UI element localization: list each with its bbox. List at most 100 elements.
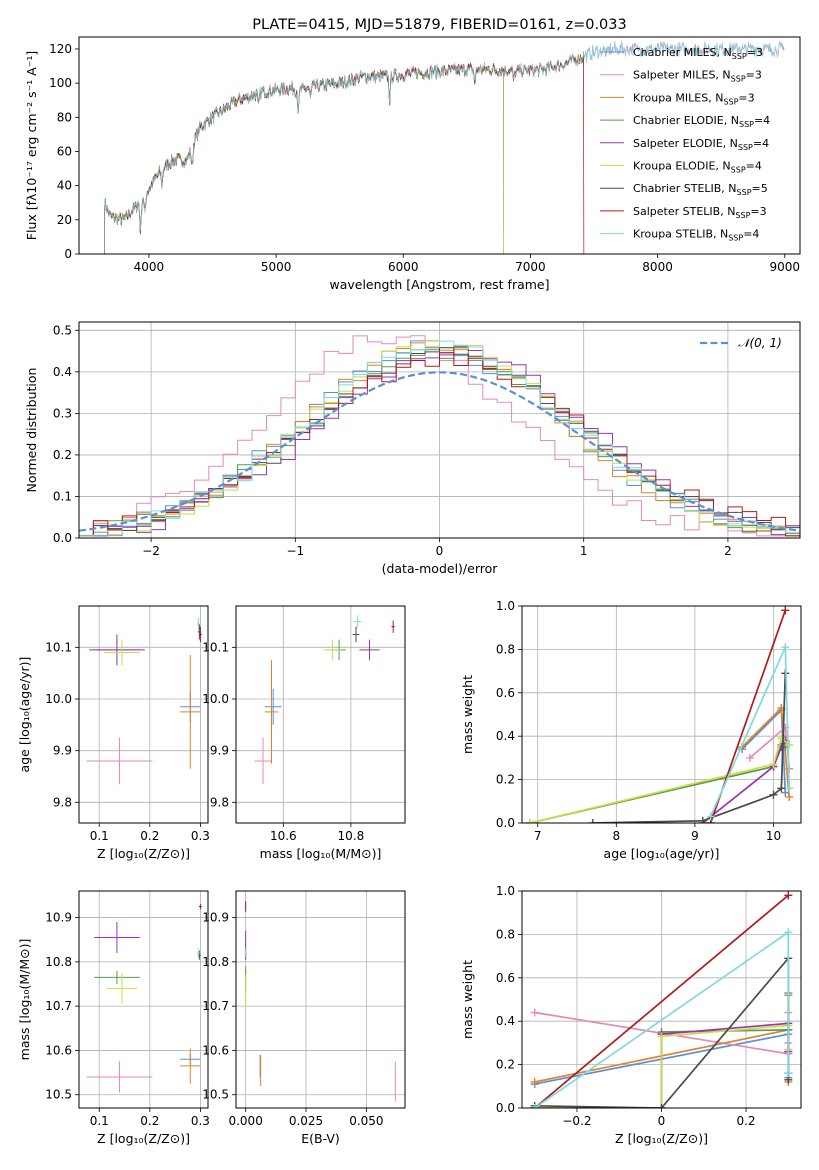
y-tick-label: 100 (49, 76, 72, 90)
x-tick-label: −0.2 (562, 1114, 591, 1128)
legend-label-main: Salpeter STELIB, N (633, 205, 735, 218)
x-tick-label: 0.2 (140, 1114, 159, 1128)
x-tick-label: −1 (286, 544, 304, 558)
y-tick-label: 0.4 (496, 729, 515, 743)
legend-label-sub: SSP (735, 211, 750, 220)
legend-label-count: =3 (747, 46, 763, 59)
error-point (260, 1054, 262, 1086)
x-tick-label: 8 (612, 829, 620, 843)
spectrum-series (104, 63, 504, 254)
error-point (391, 620, 395, 633)
y-tick-label: 10.9 (45, 911, 72, 925)
legend-label-sub: SSP (739, 120, 754, 129)
weight-point-marker (777, 734, 786, 743)
error-point (196, 617, 200, 631)
y-tick-label: 10.7 (202, 999, 229, 1013)
y-axis-label: age [log₁₀(age/yr)] (17, 657, 32, 773)
legend-label: Salpeter MILES, NSSP=3 (633, 69, 762, 84)
histogram-series (79, 347, 800, 537)
normal-legend-label: 𝒩(0, 1) (738, 336, 782, 350)
mass-vs-ebv-frame (235, 890, 406, 1109)
legend-label-sub: SSP (731, 166, 746, 175)
y-tick-label: 10.0 (45, 692, 72, 706)
x-tick-label: 0.1 (90, 829, 109, 843)
y-axis-label: Normed distribution (24, 368, 39, 493)
residuals-plot (79, 335, 800, 537)
weight-series-line (529, 743, 786, 823)
legend-label-sub: SSP (731, 75, 746, 84)
weight-point-marker (745, 753, 754, 762)
y-tick-label: 1.0 (496, 599, 515, 613)
legend-label: Salpeter STELIB, NSSP=3 (633, 205, 767, 220)
weight-point-marker (781, 788, 790, 797)
x-tick-label: 6000 (388, 260, 419, 274)
y-tick-label: 0.0 (496, 1101, 515, 1115)
residuals-axes: −2 −1 0 1 2 0.0 0.1 0.2 0.3 0.4 0.5 (data-model)/er… (24, 321, 801, 576)
age-vs-Z-frame (78, 605, 209, 824)
x-tick-label: 10.8 (338, 829, 365, 843)
age-vs-Z-axes: 0.1 0.2 0.3 9.8 9.9 10.0 10.1 Z [log₁₀(Z/Z⊙)] ag… (17, 605, 210, 861)
y-tick-label: 9.8 (53, 795, 72, 809)
y-tick-label: 120 (49, 42, 72, 56)
y-tick-label: 10.1 (202, 640, 229, 654)
y-tick-label: 10.6 (202, 1043, 229, 1057)
weight-point-marker (698, 816, 707, 823)
mass-vs-Z-axes: 0.1 0.2 0.3 10.5 10.6 10.7 10.8 10.9 Z [log₁₀(Z/… (17, 890, 210, 1146)
legend-label-sub: SSP (728, 234, 743, 243)
weight-point-marker (784, 928, 793, 937)
y-tick-label: 10.9 (202, 911, 229, 925)
weight-point-marker (525, 819, 534, 823)
y-tick-label: 10.8 (45, 955, 72, 969)
weight-series-line (534, 894, 789, 1108)
x-tick-label: 0 (436, 544, 444, 558)
y-tick-label: 10.5 (45, 1088, 72, 1102)
weight-point-marker (530, 1104, 539, 1108)
error-point (180, 655, 201, 769)
mass-vs-ebv-axes: 0.000 0.025 0.050 10.5 10.6 10.7 10.8 10.9 E(B-V… (202, 890, 406, 1146)
legend-label-main: Kroupa MILES, N (633, 91, 723, 104)
spectrum-frame (78, 36, 801, 255)
normal-curve (79, 371, 800, 532)
mass-vs-Z-grid (79, 891, 208, 1108)
x-axis-label: Z [log₁₀(Z/Z⊙)] (97, 846, 190, 861)
weight-point-marker (785, 740, 794, 749)
x-tick-label: 0.025 (289, 1114, 323, 1128)
mass-vs-ebv-grid (236, 891, 405, 1108)
legend-label-count: =3 (746, 69, 762, 82)
x-tick-label: 4000 (134, 260, 165, 274)
x-tick-label: 9000 (769, 260, 800, 274)
y-tick-label: 60 (57, 144, 72, 158)
x-axis-label: age [log₁₀(age/yr)] (604, 846, 720, 861)
age-vs-mass-plot (254, 615, 395, 785)
x-tick-label: 8000 (642, 260, 673, 274)
chart-title: PLATE=0415, MJD=51879, FIBERID=0161, z=0… (252, 17, 626, 33)
error-point (86, 1061, 153, 1093)
y-tick-label: 1.0 (496, 884, 515, 898)
x-tick-label: 0.000 (228, 1114, 262, 1128)
legend-label-count: =3 (738, 91, 754, 104)
error-point (198, 626, 202, 643)
mass-vs-ebv-plot (245, 901, 396, 1102)
legend-label-main: Chabrier ELODIE, N (633, 114, 739, 127)
x-axis-label: mass [log₁₀(M/M⊙)] (260, 846, 382, 861)
weight-point-marker (777, 784, 786, 793)
y-axis-label: Flux [fλ10⁻¹⁷ erg cm⁻² s⁻¹ A⁻¹] (24, 51, 39, 240)
y-tick-label: 0.6 (496, 686, 515, 700)
weight-vs-age-grid (522, 605, 801, 824)
legend-label: Chabrier MILES, NSSP=3 (633, 46, 763, 61)
error-point (198, 903, 202, 910)
weight-vs-Z-plot (530, 891, 793, 1108)
y-tick-label: 0.2 (496, 1058, 515, 1072)
error-point (196, 948, 200, 958)
spectrum-series (104, 41, 785, 254)
y-tick-label: 0.3 (53, 406, 72, 420)
weight-point-marker (530, 1077, 539, 1086)
y-tick-label: 0.1 (53, 489, 72, 503)
x-tick-label: 10 (766, 829, 781, 843)
histogram-series (79, 340, 800, 537)
y-axis-label: mass weight (460, 675, 475, 754)
legend-label-main: Chabrier MILES, N (633, 46, 732, 59)
legend-label-count: =4 (743, 228, 759, 241)
x-tick-label: 7 (534, 829, 542, 843)
